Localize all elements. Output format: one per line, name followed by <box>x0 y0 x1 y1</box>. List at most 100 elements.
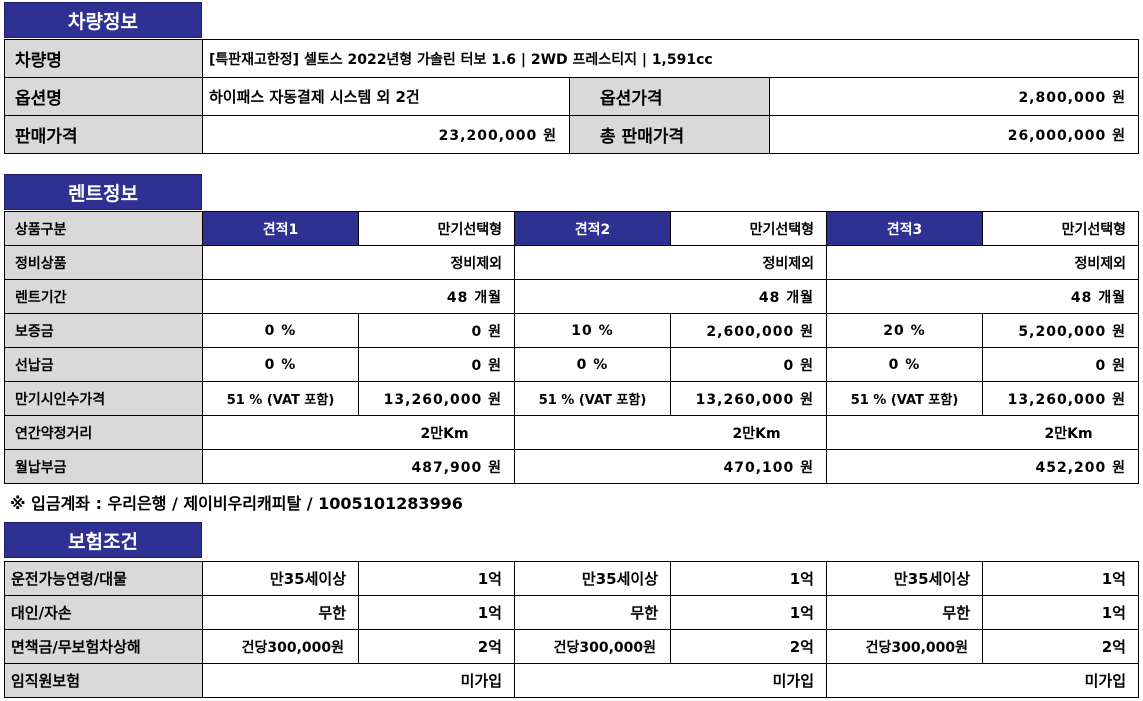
table-row: 정비상품 정비제외 정비제외 정비제외 <box>4 245 1139 280</box>
quote-2-monthly: 470,100 원 <box>514 449 827 484</box>
quote-1-prepay-pct: 0 % <box>202 347 359 382</box>
table-row: 차량명 [특판재고한정] 셀토스 2022년형 가솔린 터보 1.6 | 2WD… <box>4 39 1140 78</box>
monthly-payment-label: 월납부금 <box>4 449 203 484</box>
quote-2-prepay-pct: 0 % <box>514 347 671 382</box>
quote-2-residual-pct: 51 % (VAT 포함) <box>514 381 671 416</box>
table-row: 월납부금 487,900 원 470,100 원 452,200 원 <box>4 449 1139 484</box>
option-price-value: 2,800,000 원 <box>768 77 1140 116</box>
option-price-label: 옵션가격 <box>569 77 770 116</box>
quote-3-prepay-pct: 0 % <box>826 347 983 382</box>
table-row: 임직원보험 미가입 미가입 미가입 <box>4 663 1139 698</box>
quote-1-header: 견적1 <box>202 211 359 246</box>
quote-1-uninsured: 2억 <box>358 629 515 664</box>
table-row: 만기시인수가격 51 % (VAT 포함) 13,260,000 원 51 % … <box>4 381 1139 416</box>
quote-2-maintenance: 정비제외 <box>514 245 827 280</box>
quote-1-deductible: 건당300,000원 <box>202 629 359 664</box>
quote-1-property: 1억 <box>358 561 515 596</box>
table-row: 옵션명 하이패스 자동결제 시스템 외 2건 옵션가격 2,800,000 원 <box>4 77 1140 116</box>
quote-2-prepay-amount: 0 원 <box>670 347 827 382</box>
table-row: 판매가격 23,200,000 원 총 판매가격 26,000,000 원 <box>4 115 1140 154</box>
quote-3-property: 1억 <box>982 561 1139 596</box>
deposit-account-note: ※ 입금계좌 : 우리은행 / 제이비우리캐피탈 / 1005101283996 <box>10 494 463 513</box>
quote-2-deposit-amount: 2,600,000 원 <box>670 313 827 348</box>
table-row: 면책금/무보험차상해 건당300,000원 2억 건당300,000원 2억 건… <box>4 629 1139 664</box>
personal-injury-label: 대인/자손 <box>4 595 203 630</box>
employee-insurance-label: 임직원보험 <box>4 663 203 698</box>
quote-3-driver-age: 만35세이상 <box>826 561 983 596</box>
quote-2-driver-age: 만35세이상 <box>514 561 671 596</box>
vehicle-name-label: 차량명 <box>4 39 203 78</box>
quote-2-header: 견적2 <box>514 211 671 246</box>
vehicle-name-value: [특판재고한정] 셀토스 2022년형 가솔린 터보 1.6 | 2WD 프레스… <box>201 39 1140 78</box>
driver-age-label: 운전가능연령/대물 <box>4 561 203 596</box>
quote-3-employee: 미가입 <box>826 663 1139 698</box>
rent-info-table: 상품구분 견적1 만기선택형 견적2 만기선택형 견적3 만기선택형 정비상품 … <box>4 211 1139 484</box>
quote-1-personal: 무한 <box>202 595 359 630</box>
table-row: 보증금 0 % 0 원 10 % 2,600,000 원 20 % 5,200,… <box>4 313 1139 348</box>
quote-2-deductible: 건당300,000원 <box>514 629 671 664</box>
quote-2-deposit-pct: 10 % <box>514 313 671 348</box>
table-row: 연간약정거리 2만Km 2만Km 2만Km <box>4 415 1139 450</box>
table-row: 상품구분 견적1 만기선택형 견적2 만기선택형 견적3 만기선택형 <box>4 211 1139 246</box>
table-row: 운전가능연령/대물 만35세이상 1억 만35세이상 1억 만35세이상 1억 <box>4 561 1139 596</box>
quote-3-deposit-amount: 5,200,000 원 <box>982 313 1139 348</box>
quote-3-residual-pct: 51 % (VAT 포함) <box>826 381 983 416</box>
rent-section-header: 렌트정보 <box>4 174 202 210</box>
quote-2-mileage: 2만Km <box>514 415 827 450</box>
quote-1-prepay-amount: 0 원 <box>358 347 515 382</box>
quote-2-type: 만기선택형 <box>670 211 827 246</box>
quote-3-period: 48 개월 <box>826 279 1139 314</box>
quote-2-property: 1억 <box>670 561 827 596</box>
quote-3-monthly: 452,200 원 <box>826 449 1139 484</box>
option-name-label: 옵션명 <box>4 77 203 116</box>
quote-3-uninsured: 2억 <box>982 629 1139 664</box>
quote-3-type: 만기선택형 <box>982 211 1139 246</box>
quote-3-personal: 무한 <box>826 595 983 630</box>
quote-1-monthly: 487,900 원 <box>202 449 515 484</box>
quote-1-self: 1억 <box>358 595 515 630</box>
rent-period-label: 렌트기간 <box>4 279 203 314</box>
quote-1-residual-amount: 13,260,000 원 <box>358 381 515 416</box>
quote-1-period: 48 개월 <box>202 279 515 314</box>
sale-price-label: 판매가격 <box>4 115 203 154</box>
quote-3-residual-amount: 13,260,000 원 <box>982 381 1139 416</box>
quote-1-type: 만기선택형 <box>358 211 515 246</box>
quote-3-self: 1억 <box>982 595 1139 630</box>
quote-1-mileage: 2만Km <box>202 415 515 450</box>
quote-1-driver-age: 만35세이상 <box>202 561 359 596</box>
insurance-table: 운전가능연령/대물 만35세이상 1억 만35세이상 1억 만35세이상 1억 … <box>4 561 1139 698</box>
quote-2-employee: 미가입 <box>514 663 827 698</box>
product-type-label: 상품구분 <box>4 211 203 246</box>
table-row: 선납금 0 % 0 원 0 % 0 원 0 % 0 원 <box>4 347 1139 382</box>
quote-2-residual-amount: 13,260,000 원 <box>670 381 827 416</box>
quote-2-personal: 무한 <box>514 595 671 630</box>
quote-2-period: 48 개월 <box>514 279 827 314</box>
quote-3-header: 견적3 <box>826 211 983 246</box>
prepayment-label: 선납금 <box>4 347 203 382</box>
quote-3-deposit-pct: 20 % <box>826 313 983 348</box>
quote-3-deductible: 건당300,000원 <box>826 629 983 664</box>
quote-2-self: 1억 <box>670 595 827 630</box>
vehicle-info-table: 차량명 [특판재고한정] 셀토스 2022년형 가솔린 터보 1.6 | 2WD… <box>4 39 1140 154</box>
quote-2-uninsured: 2억 <box>670 629 827 664</box>
vehicle-section-header: 차량정보 <box>4 2 202 38</box>
quote-3-prepay-amount: 0 원 <box>982 347 1139 382</box>
total-price-value: 26,000,000 원 <box>768 115 1140 154</box>
quote-3-maintenance: 정비제외 <box>826 245 1139 280</box>
deductible-label: 면책금/무보험차상해 <box>4 629 203 664</box>
quote-1-maintenance: 정비제외 <box>202 245 515 280</box>
annual-mileage-label: 연간약정거리 <box>4 415 203 450</box>
quote-1-deposit-pct: 0 % <box>202 313 359 348</box>
table-row: 대인/자손 무한 1억 무한 1억 무한 1억 <box>4 595 1139 630</box>
residual-price-label: 만기시인수가격 <box>4 381 203 416</box>
sale-price-value: 23,200,000 원 <box>202 115 570 154</box>
table-row: 렌트기간 48 개월 48 개월 48 개월 <box>4 279 1139 314</box>
quote-1-employee: 미가입 <box>202 663 515 698</box>
insurance-section-header: 보험조건 <box>4 522 202 558</box>
option-name-value: 하이패스 자동결제 시스템 외 2건 <box>202 77 570 116</box>
deposit-label: 보증금 <box>4 313 203 348</box>
quote-3-mileage: 2만Km <box>826 415 1139 450</box>
quote-1-deposit-amount: 0 원 <box>358 313 515 348</box>
quote-1-residual-pct: 51 % (VAT 포함) <box>202 381 359 416</box>
total-price-label: 총 판매가격 <box>569 115 770 154</box>
